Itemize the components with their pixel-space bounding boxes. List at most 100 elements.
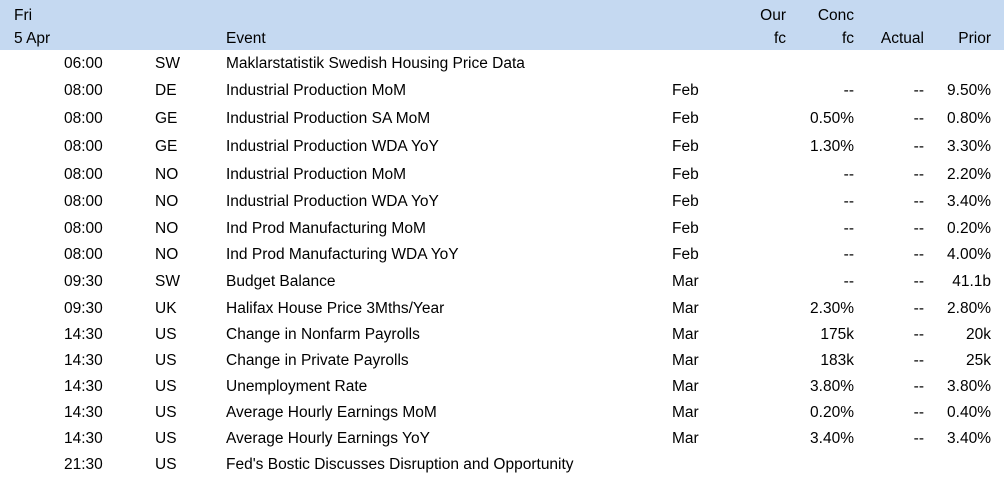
cell-period: Mar [672,273,699,290]
cell-event: Budget Balance [226,273,336,290]
table-header: Fri 5 Apr Event Our fc Conc fc Actual Pr… [0,0,1004,50]
cell-actual: -- [913,326,924,343]
cell-prior: 3.40% [947,430,991,447]
cell-event: Change in Private Payrolls [226,352,409,369]
table-row: 09:30 SW Budget Balance Mar -- -- 41.1b [0,269,1004,295]
cell-prior: 3.30% [947,138,991,155]
cell-country: NO [155,246,179,263]
cell-conc-fc: -- [843,193,854,210]
cell-conc-fc: 0.20% [810,404,854,421]
cell-period: Feb [672,138,699,155]
table-row: 21:30 US Fed's Bostic Discusses Disruption… [0,452,1004,478]
conc-fc-header-line2: fc [841,30,854,47]
table-row: 08:00 GE Industrial Production WDA YoY Feb 1… [0,134,1004,160]
cell-time: 08:00 [64,138,103,155]
cell-event: Ind Prod Manufacturing MoM [226,220,426,237]
cell-prior: 3.40% [947,193,991,210]
cell-conc-fc: 1.30% [810,138,854,155]
table-row: 14:30 US Change in Nonfarm Payrolls Mar 175k… [0,322,1004,348]
cell-time: 08:00 [64,110,103,127]
cell-prior: 20k [966,326,991,343]
cell-event: Industrial Production WDA YoY [226,138,439,155]
cell-period: Mar [672,300,699,317]
cell-prior: 0.20% [947,220,991,237]
cell-event: Average Hourly Earnings MoM [226,404,437,421]
cell-conc-fc: -- [843,273,854,290]
cell-actual: -- [913,82,924,99]
cell-actual: -- [913,352,924,369]
prior-column-header: Prior [958,30,991,47]
cell-prior: 3.80% [947,378,991,395]
table-row: 09:30 UK Halifax House Price 3Mths/Year Mar… [0,296,1004,322]
cell-period: Mar [672,378,699,395]
cell-time: 06:00 [64,55,103,72]
cell-country: GE [155,138,178,155]
cell-conc-fc: -- [843,246,854,263]
cell-event: Average Hourly Earnings YoY [226,430,430,447]
cell-country: SW [155,55,180,72]
cell-time: 14:30 [64,326,103,343]
table-row: 14:30 US Average Hourly Earnings MoM Mar 0.2… [0,400,1004,426]
cell-time: 08:00 [64,166,103,183]
cell-country: US [155,352,177,369]
date-label: 5 Apr [14,30,51,47]
cell-prior: 9.50% [947,82,991,99]
cell-country: US [155,456,177,473]
cell-time: 14:30 [64,404,103,421]
cell-period: Feb [672,82,699,99]
our-fc-header-line2: fc [773,30,786,47]
our-fc-header-line1: Our [760,7,786,24]
cell-event: Fed's Bostic Discusses Disruption and Op… [226,456,574,473]
cell-period: Mar [672,326,699,343]
cell-actual: -- [913,300,924,317]
cell-country: US [155,326,177,343]
cell-period: Feb [672,166,699,183]
table-row: 08:00 DE Industrial Production MoM Feb -- -- 9… [0,78,1004,104]
cell-time: 08:00 [64,220,103,237]
cell-event: Halifax House Price 3Mths/Year [226,300,445,317]
cell-country: US [155,378,177,395]
cell-country: NO [155,166,179,183]
cell-time: 08:00 [64,82,103,99]
cell-country: NO [155,193,179,210]
table-row: 14:30 US Change in Private Payrolls Mar 183k… [0,348,1004,374]
cell-time: 08:00 [64,193,103,210]
cell-conc-fc: 3.40% [810,430,854,447]
cell-period: Feb [672,220,699,237]
table-row: 08:00 NO Industrial Production MoM Feb -- -- 2… [0,162,1004,188]
cell-country: US [155,430,177,447]
cell-conc-fc: 2.30% [810,300,854,317]
table-row: 08:00 NO Ind Prod Manufacturing MoM Feb -- --… [0,216,1004,242]
cell-prior: 41.1b [952,273,991,290]
cell-conc-fc: -- [843,82,854,99]
cell-prior: 25k [966,352,991,369]
cell-country: NO [155,220,179,237]
table-row: 08:00 NO Ind Prod Manufacturing WDA YoY Feb… [0,242,1004,268]
cell-actual: -- [913,166,924,183]
cell-prior: 0.40% [947,404,991,421]
cell-conc-fc: -- [843,220,854,237]
cell-event: Industrial Production SA MoM [226,110,431,127]
cell-period: Mar [672,404,699,421]
cell-prior: 2.20% [947,166,991,183]
cell-prior: 0.80% [947,110,991,127]
table-row: 14:30 US Average Hourly Earnings YoY Mar 3.4… [0,426,1004,452]
cell-actual: -- [913,220,924,237]
cell-actual: -- [913,110,924,127]
cell-country: UK [155,300,177,317]
table-row: 14:30 US Unemployment Rate Mar 3.80% -- 3.80% [0,374,1004,400]
cell-conc-fc: -- [843,166,854,183]
cell-conc-fc: 183k [820,352,854,369]
cell-country: US [155,404,177,421]
cell-actual: -- [913,273,924,290]
cell-time: 21:30 [64,456,103,473]
actual-column-header: Actual [880,30,924,47]
cell-conc-fc: 3.80% [810,378,854,395]
cell-time: 14:30 [64,378,103,395]
event-column-header: Event [226,30,266,47]
cell-event: Industrial Production MoM [226,166,407,183]
table-row: 06:00 SW Maklarstatistik Swedish Housing P… [0,51,1004,77]
cell-prior: 4.00% [947,246,991,263]
conc-fc-header-line1: Conc [817,7,854,24]
cell-event: Ind Prod Manufacturing WDA YoY [226,246,459,263]
